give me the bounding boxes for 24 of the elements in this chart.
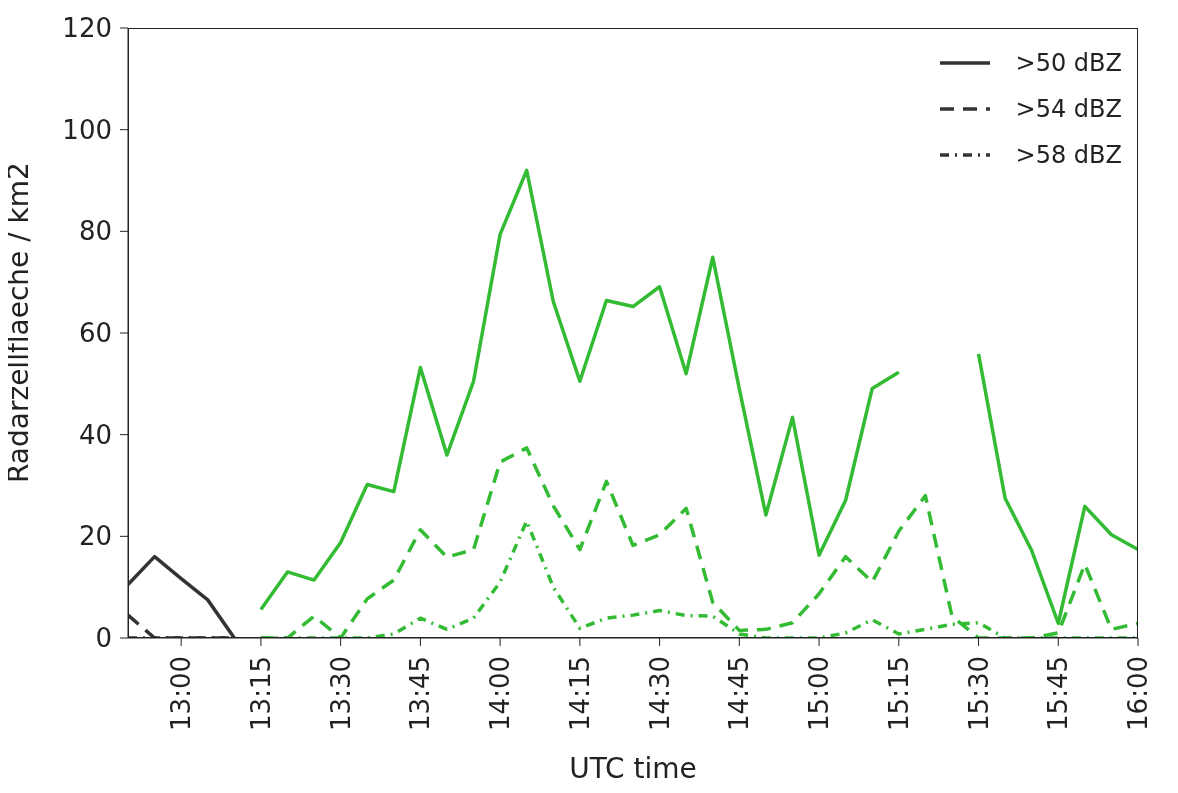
x-tick-label: 14:30	[644, 656, 675, 731]
y-tick-label: 20	[78, 521, 112, 552]
y-tick-label: 120	[62, 13, 112, 43]
x-axis-title: UTC time	[569, 752, 697, 785]
legend-label: >58 dBZ	[1015, 141, 1122, 169]
y-tick-label: 60	[78, 318, 112, 348]
x-tick-label: 14:00	[485, 656, 516, 731]
legend-label: >54 dBZ	[1015, 95, 1122, 123]
x-tick-label: 15:15	[883, 656, 914, 731]
x-tick-label: 15:45	[1043, 656, 1074, 731]
y-tick-label: 40	[78, 419, 112, 450]
x-tick-label: 16:00	[1123, 656, 1153, 731]
x-tick-label: 13:15	[245, 656, 276, 731]
y-tick-label: 0	[95, 623, 112, 653]
x-tick-label: 14:45	[724, 656, 755, 731]
x-tick-label: 13:00	[166, 656, 197, 731]
y-tick-label: 80	[78, 216, 112, 247]
x-tick-label: 15:30	[963, 656, 994, 731]
x-tick-label: 14:15	[564, 656, 595, 731]
x-tick-label: 13:45	[405, 656, 436, 731]
x-tick-label: 15:00	[804, 656, 835, 731]
x-tick-label: 13:30	[325, 656, 356, 731]
legend-label: >50 dBZ	[1015, 49, 1122, 77]
y-tick-label: 100	[62, 114, 112, 145]
